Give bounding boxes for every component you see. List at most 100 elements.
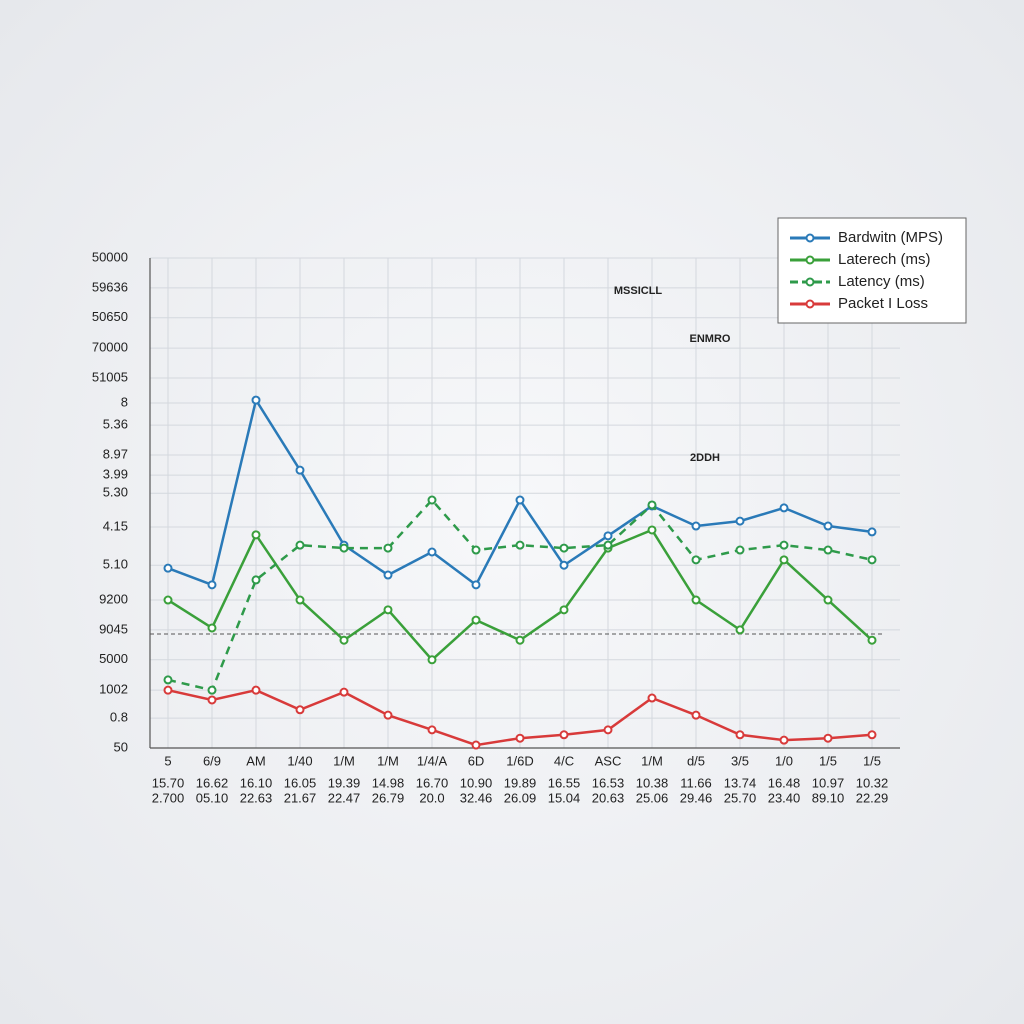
point (339, 687, 349, 697)
x-tick-label-3: 21.67 (284, 790, 317, 805)
legend-label: Latency (ms) (838, 273, 925, 290)
point (383, 543, 393, 553)
x-tick-label: 1/40 (287, 753, 312, 768)
y-tick-label: 9200 (99, 591, 128, 606)
y-tick-label: 8 (121, 394, 128, 409)
x-tick-label: 1/5 (863, 753, 881, 768)
x-tick-label: 4/C (554, 753, 574, 768)
point (823, 545, 833, 555)
x-tick-label-2: 11.66 (680, 775, 712, 790)
point (515, 733, 525, 743)
annotation: ENMRO (690, 333, 731, 345)
x-tick-label: AM (246, 753, 266, 768)
point (471, 615, 481, 625)
point (427, 655, 437, 665)
x-tick-label-2: 16.62 (196, 775, 229, 790)
x-tick-label: 1/4/A (417, 753, 448, 768)
x-tick-label: 6/9 (203, 753, 221, 768)
point (251, 575, 261, 585)
x-tick-label: 1/5 (819, 753, 837, 768)
y-tick-label: 5.36 (103, 417, 128, 432)
point (207, 580, 217, 590)
x-tick-label: 5 (164, 753, 171, 768)
point (735, 516, 745, 526)
x-tick-label-2: 10.97 (812, 775, 845, 790)
point (691, 710, 701, 720)
y-tick-label: 9045 (99, 621, 128, 636)
point (779, 735, 789, 745)
point (339, 635, 349, 645)
x-tick-label-3: 15.04 (548, 790, 581, 805)
x-tick-label-2: 16.70 (416, 775, 449, 790)
point (251, 685, 261, 695)
y-tick-label: 70000 (92, 340, 128, 355)
point (427, 547, 437, 557)
x-tick-label-2: 10.90 (460, 775, 493, 790)
point (471, 740, 481, 750)
point (735, 545, 745, 555)
x-tick-label-3: 29.46 (680, 790, 713, 805)
x-tick-label: d/5 (687, 753, 705, 768)
point (515, 540, 525, 550)
point (647, 500, 657, 510)
x-tick-label-3: 20.0 (419, 790, 444, 805)
point (823, 733, 833, 743)
x-tick-label-3: 32.46 (460, 790, 493, 805)
x-tick-label-3: 23.40 (768, 790, 801, 805)
x-tick-label-3: 22.29 (856, 790, 889, 805)
point (603, 725, 613, 735)
point (823, 595, 833, 605)
y-tick-label: 59636 (92, 279, 128, 294)
x-tick-label-2: 10.32 (856, 775, 889, 790)
legend-dot (805, 233, 815, 243)
point (867, 730, 877, 740)
point (427, 495, 437, 505)
y-tick-label: 51005 (92, 369, 128, 384)
point (779, 555, 789, 565)
x-tick-label-2: 16.48 (768, 775, 801, 790)
y-tick-label: 0.8 (110, 710, 128, 725)
point (779, 540, 789, 550)
point (295, 540, 305, 550)
x-tick-label-2: 16.05 (284, 775, 317, 790)
legend-dot (805, 277, 815, 287)
point (295, 705, 305, 715)
y-tick-label: 1002 (99, 682, 128, 697)
x-tick-label: 1/M (377, 753, 399, 768)
point (163, 563, 173, 573)
point (559, 730, 569, 740)
legend-label: Bardwitn (MPS) (838, 229, 943, 246)
point (471, 580, 481, 590)
point (207, 695, 217, 705)
series-line (167, 498, 873, 692)
x-tick-label: 1/6D (506, 753, 533, 768)
x-tick-label-2: 19.89 (504, 775, 537, 790)
y-tick-label: 50 (114, 739, 128, 754)
point (471, 545, 481, 555)
point (251, 395, 261, 405)
point (735, 625, 745, 635)
point (295, 465, 305, 475)
x-tick-label-2: 16.10 (240, 775, 273, 790)
x-tick-label-2: 19.39 (328, 775, 361, 790)
x-tick-label: 1/0 (775, 753, 793, 768)
point (823, 521, 833, 531)
y-tick-label: 4.15 (103, 518, 128, 533)
x-tick-label-3: 22.47 (328, 790, 361, 805)
x-tick-label-3: 25.06 (636, 790, 669, 805)
x-tick-label-3: 25.70 (724, 790, 757, 805)
point (295, 595, 305, 605)
point (515, 635, 525, 645)
y-tick-label: 5000 (99, 651, 128, 666)
y-tick-label: 50000 (92, 249, 128, 264)
point (515, 495, 525, 505)
x-tick-label-3: 89.10 (812, 790, 845, 805)
point (207, 623, 217, 633)
point (339, 543, 349, 553)
point (251, 530, 261, 540)
x-tick-label: 6D (468, 753, 485, 768)
point (427, 725, 437, 735)
x-tick-label: 1/M (641, 753, 663, 768)
point (691, 521, 701, 531)
